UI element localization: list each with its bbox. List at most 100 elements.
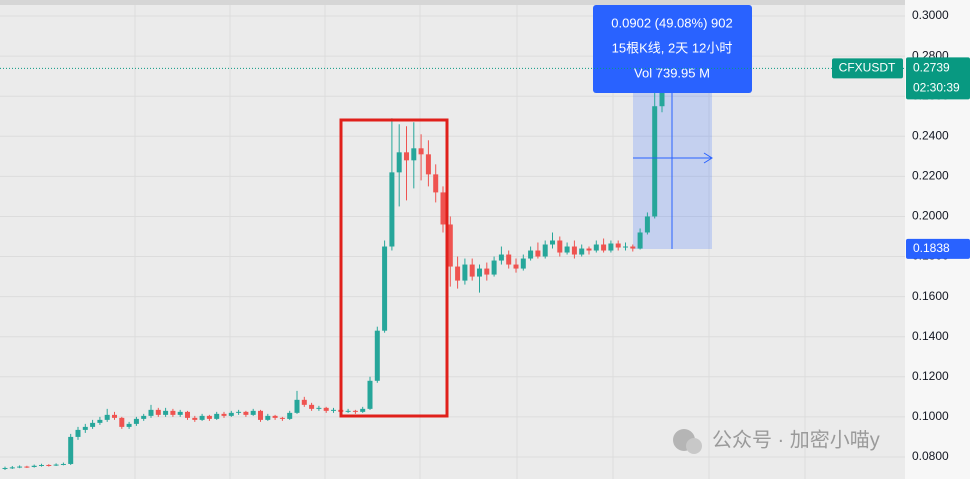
candle-body xyxy=(163,410,169,415)
candle-body xyxy=(155,409,161,415)
candle-body xyxy=(586,248,592,251)
candle-body xyxy=(112,414,117,418)
candle-body xyxy=(68,436,74,464)
candle-body xyxy=(287,412,293,419)
candle-body xyxy=(192,417,198,420)
candle-body xyxy=(272,415,278,418)
candles xyxy=(2,64,665,470)
candle-body xyxy=(404,152,409,161)
y-tick-label: 0.1200 xyxy=(912,369,949,383)
candle-body xyxy=(185,411,190,418)
countdown: 02:30:39 xyxy=(913,81,960,95)
candle-body xyxy=(447,224,453,267)
candle-body xyxy=(221,413,227,416)
candle-body xyxy=(550,240,555,245)
y-tick-label: 0.1400 xyxy=(912,329,949,343)
y-tick-label: 0.2400 xyxy=(912,128,949,142)
candle-body xyxy=(228,412,234,416)
candle-body xyxy=(133,418,139,424)
y-tick-label: 0.3000 xyxy=(912,8,949,22)
candle-body xyxy=(199,415,205,420)
measure-line3: Vol 739.95 M xyxy=(634,65,710,80)
measure-line2: 15根K线, 2天 12小时 xyxy=(612,40,733,55)
candle-body xyxy=(644,216,650,233)
candle-body xyxy=(513,264,519,269)
candle-body xyxy=(214,413,220,419)
candle-body xyxy=(206,415,212,419)
candle-body xyxy=(126,423,132,427)
candle-body xyxy=(279,417,285,419)
candle-body xyxy=(564,246,570,253)
candle-body xyxy=(506,254,512,265)
start-price: 0.1838 xyxy=(913,241,950,255)
candle-body xyxy=(258,410,263,420)
y-tick-label: 0.0800 xyxy=(912,449,949,463)
candle-body xyxy=(104,414,110,420)
highlight-box xyxy=(339,118,449,418)
candle-body xyxy=(331,409,336,411)
candle-body xyxy=(623,246,628,248)
candle-body xyxy=(425,154,431,175)
candle-body xyxy=(97,419,103,423)
candle-body xyxy=(236,411,242,413)
candle-body xyxy=(571,246,577,255)
y-tick-label: 0.1600 xyxy=(912,289,949,303)
candle-body xyxy=(389,172,395,247)
candle-body xyxy=(53,464,59,466)
candle-body xyxy=(440,192,446,225)
candle-body xyxy=(360,408,366,412)
candle-body xyxy=(345,410,351,412)
candle-body xyxy=(608,243,614,251)
y-tick-label: 0.1000 xyxy=(912,409,949,423)
symbol-tag xyxy=(832,58,903,79)
candle-body xyxy=(455,266,461,281)
candle-body xyxy=(498,254,504,261)
candle-body xyxy=(170,410,176,415)
candle-body xyxy=(31,465,37,467)
y-tick-label: 0.2000 xyxy=(912,209,949,223)
price-labels: CFXUSDT 0.2739 02:30:39 0.1838 xyxy=(0,57,970,259)
last-price: 0.2739 xyxy=(913,61,950,75)
candle-body xyxy=(309,404,315,409)
top-bar xyxy=(0,0,905,5)
candle-body xyxy=(148,409,154,416)
candle-body xyxy=(17,466,23,468)
last-price-tag xyxy=(906,57,970,100)
candle-body xyxy=(374,330,380,381)
candle-body xyxy=(243,411,249,415)
candle-body xyxy=(75,429,81,437)
candle-body xyxy=(60,463,66,465)
start-price-tag xyxy=(906,238,970,259)
candle-body xyxy=(411,148,417,161)
measure-tooltip xyxy=(593,5,752,93)
candle-body xyxy=(323,407,329,411)
y-tick-label: 0.2200 xyxy=(912,169,949,183)
candle-body xyxy=(141,415,147,419)
candle-body xyxy=(652,106,658,217)
candle-body xyxy=(39,464,44,466)
candle-body xyxy=(396,152,402,173)
measure-line1: 0.0902 (49.08%) 902 xyxy=(611,15,732,30)
candle-body xyxy=(46,464,52,466)
candle-body xyxy=(250,410,256,415)
candle-body xyxy=(177,411,183,415)
candle-body xyxy=(24,466,30,468)
candle-body xyxy=(382,246,388,331)
candle-body xyxy=(469,264,475,277)
candle-body xyxy=(630,246,636,249)
candle-body xyxy=(520,258,526,269)
candle-body xyxy=(119,417,125,427)
candle-body xyxy=(484,268,490,275)
measure-arrow xyxy=(703,152,713,164)
candle-body xyxy=(433,174,439,193)
candle-body xyxy=(637,232,643,249)
symbol: CFXUSDT xyxy=(839,61,896,75)
candle-body xyxy=(294,399,300,413)
candle-body xyxy=(265,415,271,420)
candle-body xyxy=(352,410,358,412)
candle-body xyxy=(528,250,534,259)
candle-body xyxy=(579,248,585,255)
candle-body xyxy=(557,240,563,253)
candle-body xyxy=(418,148,424,155)
